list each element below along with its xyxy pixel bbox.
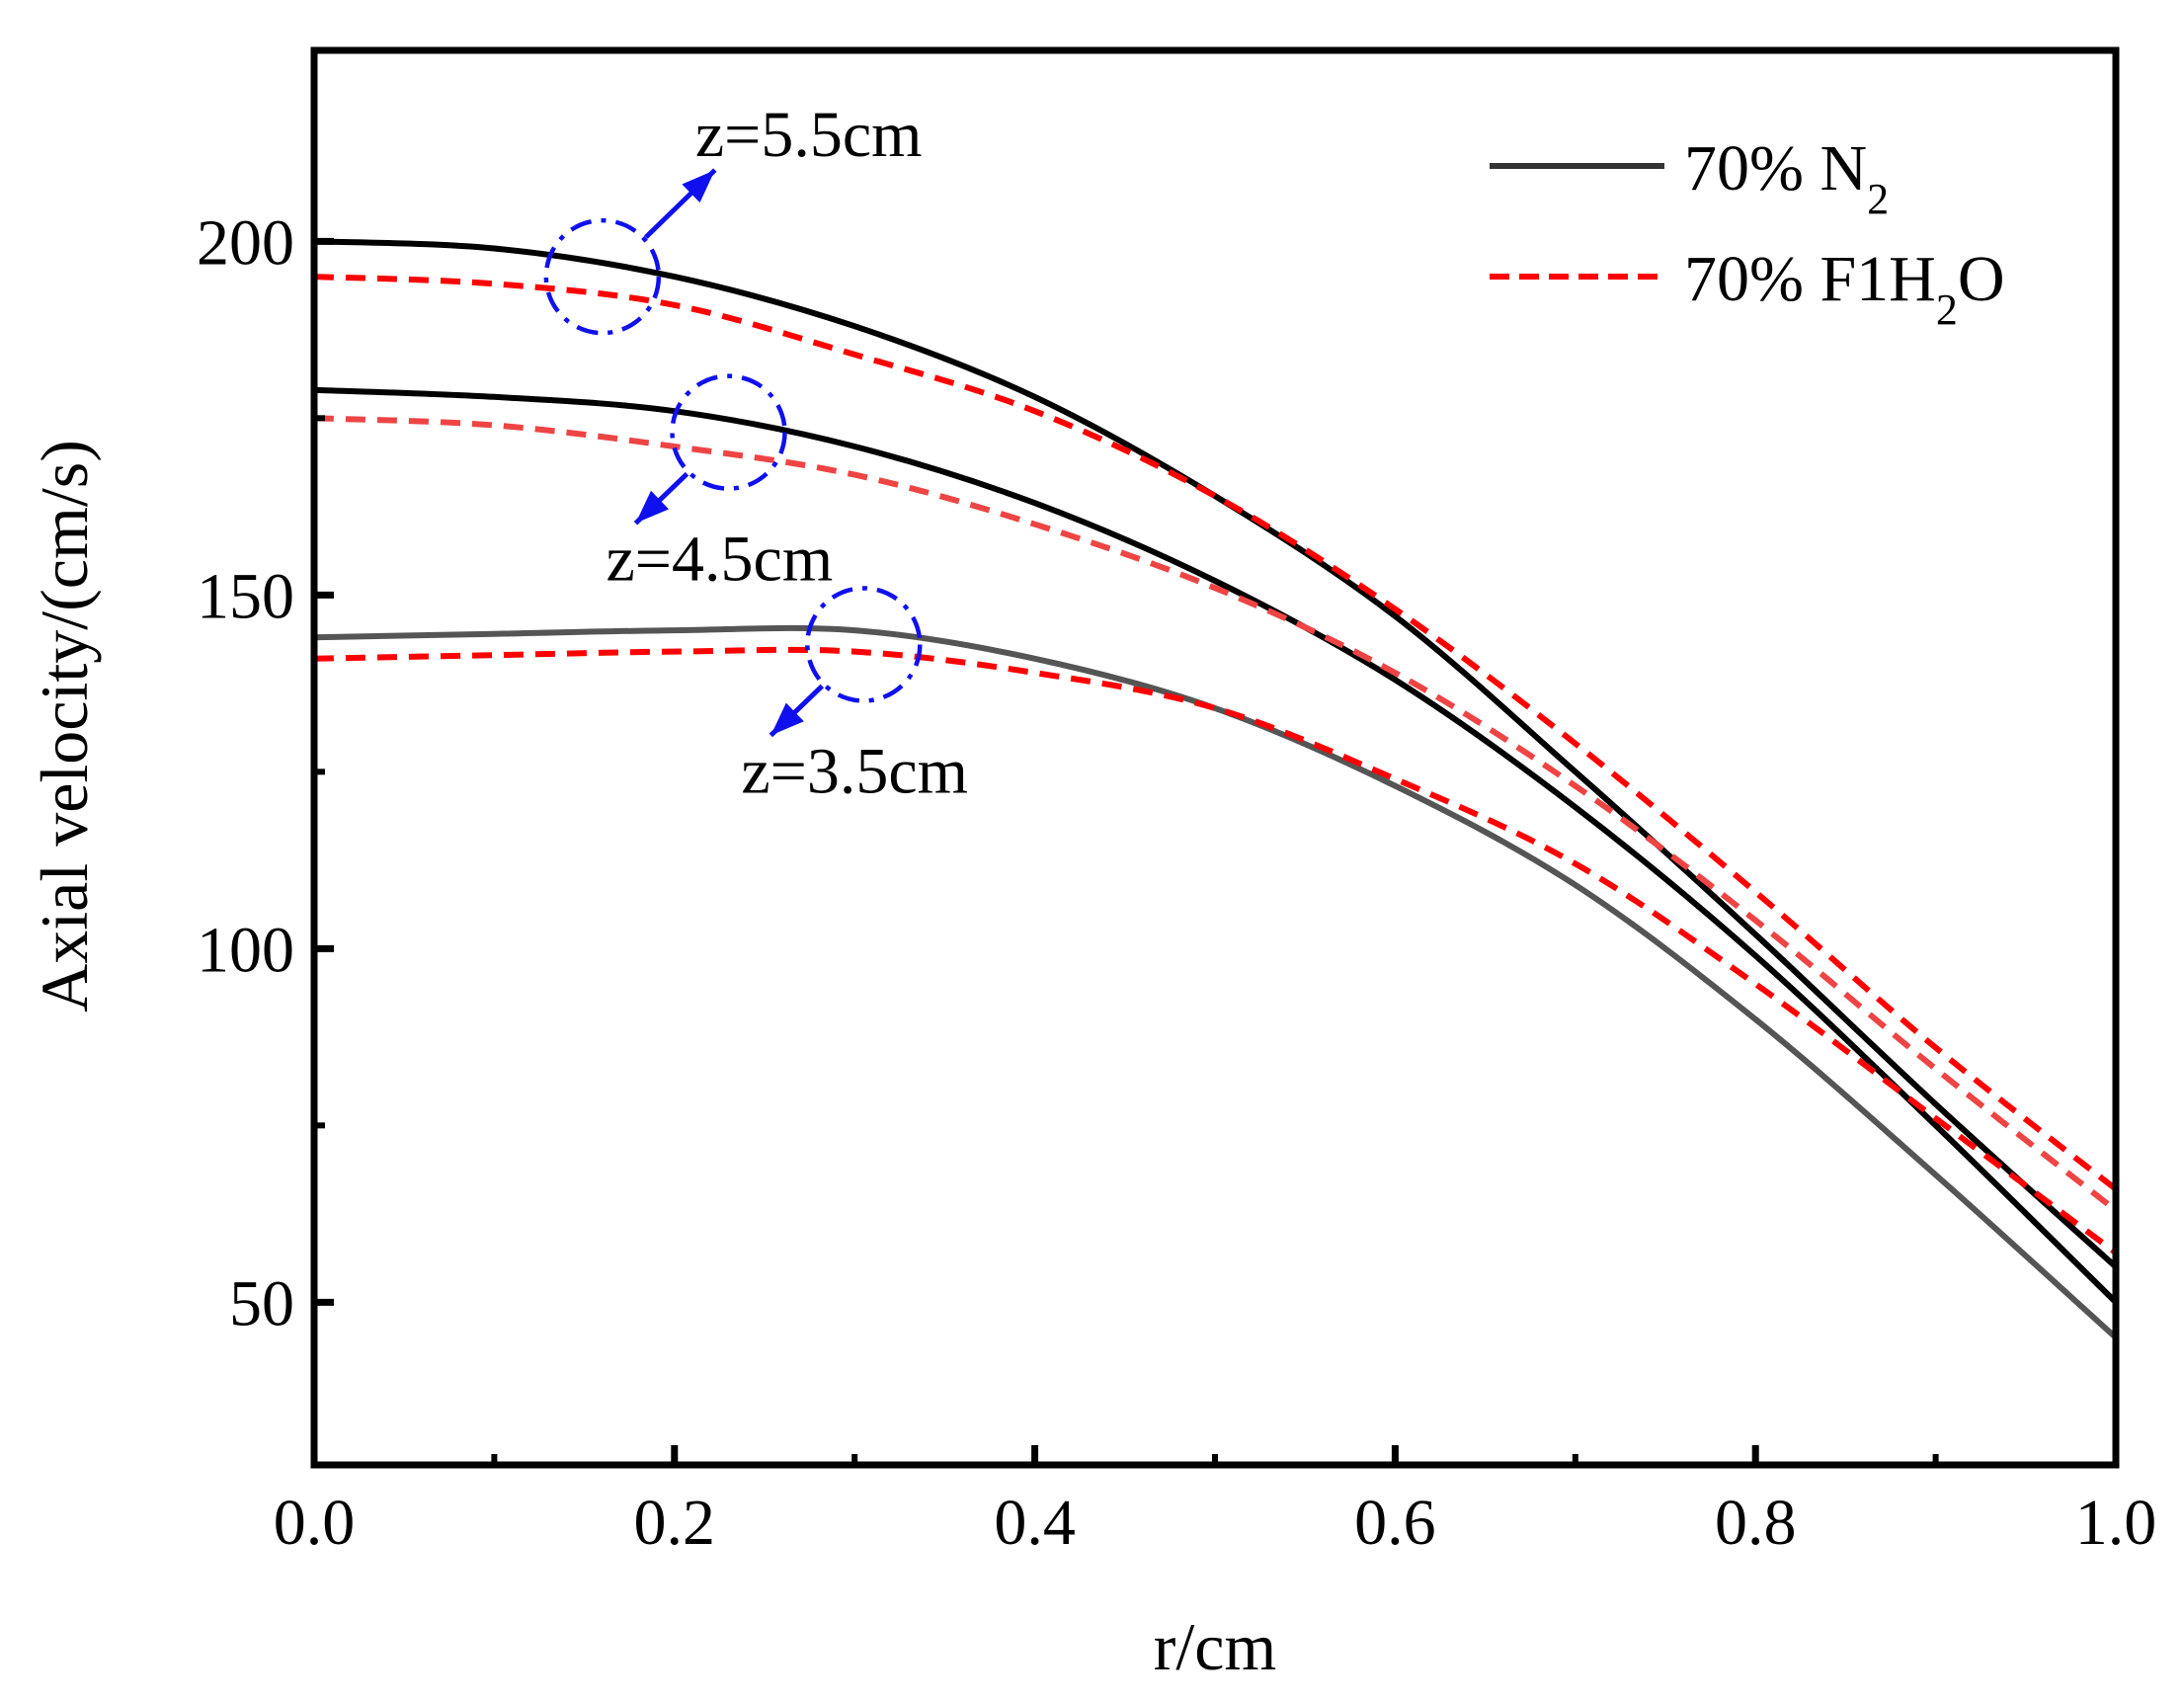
x-tick-label: 0.6 xyxy=(1354,1487,1436,1559)
x-tick-label: 0.0 xyxy=(274,1487,356,1559)
annotations-layer: z=5.5cm z=4.5cm z=3.5cm xyxy=(543,99,968,807)
y-axis-title: Axial velocity/(cm/s) xyxy=(27,440,102,1013)
series-line-1 xyxy=(313,274,2118,1192)
series-line-4 xyxy=(313,624,2119,1340)
y-tick-label: 100 xyxy=(197,914,294,986)
legend: 70% N2 70% F1H2O xyxy=(1490,132,2005,334)
x-axis-title: r/cm xyxy=(1154,1609,1277,1684)
ticks-layer xyxy=(310,237,2120,1465)
series-line-5 xyxy=(313,646,2118,1256)
annotation-circle xyxy=(670,373,787,491)
x-tick-label: 0.8 xyxy=(1715,1487,1797,1559)
legend-label-f1h2o: 70% F1H2O xyxy=(1684,243,2005,334)
annotation-circle xyxy=(805,586,923,703)
tick-labels-layer: 0.0 0.2 0.4 0.6 0.8 1.0 50 100 150 200 xyxy=(197,206,2156,1559)
series-line-0 xyxy=(313,238,2119,1269)
x-tick-label: 1.0 xyxy=(2075,1487,2157,1559)
series-line-3 xyxy=(313,415,2118,1213)
legend-label-f1h2o-main: 70% F1H xyxy=(1684,243,1936,315)
annotation-label: z=5.5cm xyxy=(695,99,923,171)
y-tick-label: 200 xyxy=(197,206,294,279)
series-line-2 xyxy=(313,386,2119,1305)
legend-label-n2-sub: 2 xyxy=(1867,175,1889,223)
y-tick-label: 50 xyxy=(229,1267,294,1339)
annotation-label: z=3.5cm xyxy=(741,735,968,807)
legend-label-n2: 70% N2 xyxy=(1684,132,1889,223)
annotation-circle xyxy=(543,217,662,336)
annotation-label: z=4.5cm xyxy=(607,524,834,596)
x-tick-label: 0.2 xyxy=(634,1487,716,1559)
annotation-arrow-head xyxy=(682,170,715,203)
legend-label-f1h2o-suffix: O xyxy=(1958,243,2005,315)
x-tick-label: 0.4 xyxy=(994,1487,1076,1559)
annotation-arrow-head xyxy=(770,702,804,736)
curves-layer xyxy=(313,238,2119,1340)
legend-label-n2-main: 70% N xyxy=(1684,132,1867,204)
legend-label-f1h2o-sub: 2 xyxy=(1936,285,1958,334)
y-tick-label: 150 xyxy=(197,560,294,632)
annotation-arrow-head xyxy=(635,490,670,524)
